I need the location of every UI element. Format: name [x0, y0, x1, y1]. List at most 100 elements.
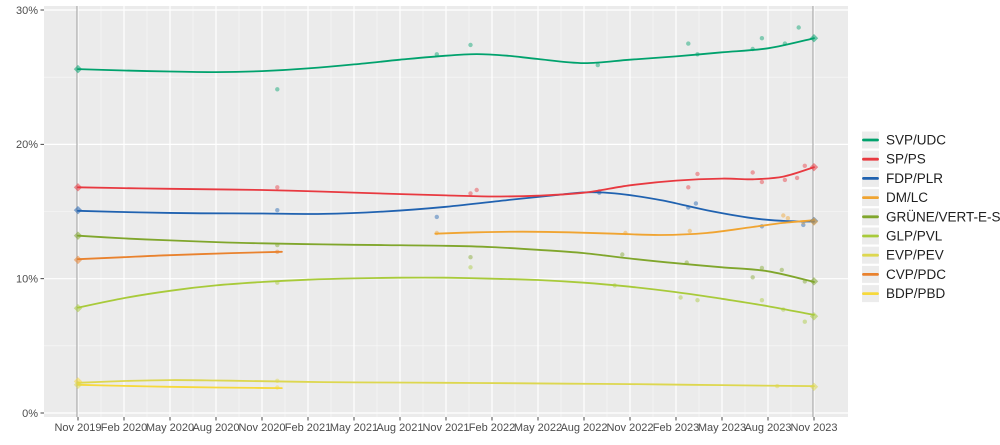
poll-point-dm-lc: [785, 216, 791, 221]
poll-point-gr-ne-vert-e-s: [750, 275, 755, 280]
poll-point-dm-lc: [687, 228, 692, 234]
x-tick-label: Feb 2020: [101, 422, 147, 434]
x-tick-label: Nov 2019: [54, 422, 101, 434]
legend: SVP/UDC SP/PS FDP/PLR DM/LC GRÜNE/VERT-E-S GL…: [862, 131, 1000, 303]
poll-point-sp-ps: [686, 185, 691, 190]
poll-point-svp-udc: [595, 62, 600, 68]
x-tick-label: Aug 2023: [744, 422, 791, 434]
poll-point-svp-udc: [434, 52, 439, 57]
poll-point-svp-udc: [796, 25, 801, 30]
poll-point-glp-pvl: [468, 265, 473, 270]
poll-point-glp-pvl: [678, 295, 683, 300]
x-tick-label: May 2023: [698, 422, 746, 434]
legend-label: SVP/UDC: [886, 133, 946, 148]
legend-item-fdp-plr: FDP/PLR: [862, 169, 943, 187]
poll-point-gr-ne-vert-e-s: [759, 265, 765, 271]
legend-item-dm-lc: DM/LC: [862, 189, 928, 207]
x-tick-label: May 2020: [146, 422, 194, 434]
x-tick-label: Nov 2023: [790, 422, 837, 434]
poll-point-sp-ps: [759, 179, 765, 185]
poll-point-fdp-plr: [434, 214, 439, 220]
poll-point-sp-ps: [802, 163, 807, 168]
poll-point-fdp-plr: [801, 222, 806, 228]
poll-point-fdp-plr: [275, 208, 280, 213]
trend-line-glp-pvl: [77, 276, 815, 316]
poll-point-gr-ne-vert-e-s: [468, 255, 473, 260]
x-tick-label: Aug 2021: [376, 422, 423, 434]
poll-point-sp-ps: [474, 187, 479, 193]
poll-point-sp-ps: [782, 177, 788, 183]
x-tick-label: Feb 2023: [653, 422, 699, 434]
legend-item-sp-ps: SP/PS: [862, 150, 926, 168]
legend-item-bdp-pbd: BDP/PBD: [862, 285, 946, 303]
x-tick-label: Nov 2020: [238, 422, 285, 434]
election-diamond-cvp-pdc: [73, 255, 83, 265]
poll-point-sp-ps: [695, 171, 700, 177]
election-diamond-sp-ps: [73, 183, 83, 192]
election-diamond-evp-pev: [73, 380, 83, 389]
poll-point-svp-udc: [275, 87, 280, 92]
legend-label: SP/PS: [886, 152, 926, 167]
trend-line-bdp-pbd: [77, 383, 283, 389]
trend-line-evp-pev: [77, 379, 815, 387]
poll-point-gr-ne-vert-e-s: [620, 252, 625, 257]
poll-point-sp-ps: [794, 175, 800, 181]
election-result-markers: [73, 34, 819, 392]
election-diamond-svp-udc: [809, 34, 819, 43]
legend-item-glp-pvl: GLP/PVL: [862, 227, 943, 245]
legend-label: CVP/PDC: [886, 267, 946, 282]
y-tick-label: 30%: [16, 5, 38, 17]
poll-point-svp-udc: [686, 41, 691, 46]
election-diamond-evp-pev: [809, 382, 819, 392]
trend-lines: [77, 37, 815, 389]
y-tick-label: 10%: [16, 273, 38, 285]
poll-point-sp-ps: [468, 191, 473, 196]
poll-point-gr-ne-vert-e-s: [779, 267, 784, 273]
election-diamond-dm-lc: [809, 217, 819, 226]
election-diamond-svp-udc: [73, 64, 83, 74]
trend-line-svp-udc: [77, 37, 815, 73]
y-tick-label: 20%: [16, 139, 38, 151]
x-tick-label: Aug 2022: [560, 422, 607, 434]
election-diamond-glp-pvl: [809, 312, 819, 321]
trend-line-dm-lc: [434, 219, 815, 236]
gridlines-major: [44, 6, 848, 417]
poll-point-dm-lc: [781, 213, 786, 218]
election-diamond-sp-ps: [809, 162, 819, 172]
x-tick-label: Nov 2022: [606, 422, 653, 434]
election-diamond-fdp-plr: [73, 205, 83, 215]
trend-line-fdp-plr: [77, 191, 815, 223]
legend-item-svp-udc: SVP/UDC: [862, 131, 946, 149]
legend-label: DM/LC: [886, 190, 928, 205]
poll-point-glp-pvl: [695, 298, 700, 303]
x-tick-label: May 2022: [514, 422, 562, 434]
poll-point-svp-udc: [759, 36, 765, 41]
x-tick-label: Feb 2022: [469, 422, 515, 434]
x-tick-label: Feb 2021: [285, 422, 331, 434]
poll-point-fdp-plr: [693, 201, 699, 206]
y-tick-label: 0%: [22, 408, 38, 420]
legend-label: BDP/PBD: [886, 286, 946, 301]
legend-label: FDP/PLR: [886, 171, 943, 186]
x-tick-label: Nov 2021: [422, 422, 469, 434]
poll-point-sp-ps: [275, 185, 280, 190]
poll-point-svp-udc: [468, 42, 473, 48]
trend-line-gr-ne-vert-e-s: [77, 234, 815, 283]
x-tick-label: Aug 2020: [192, 422, 239, 434]
legend-item-cvp-pdc: CVP/PDC: [862, 265, 946, 283]
trend-line-sp-ps: [77, 166, 815, 198]
poll-points: [275, 25, 807, 390]
legend-item-gr-ne-vert-e-s: GRÜNE/VERT-E-S: [862, 208, 1000, 226]
poll-point-glp-pvl: [759, 298, 765, 303]
poll-point-glp-pvl: [802, 319, 807, 324]
legend-label: GLP/PVL: [886, 229, 943, 244]
legend-item-evp-pev: EVP/PEV: [862, 246, 944, 264]
election-diamond-gr-ne-vert-e-s: [809, 277, 819, 286]
election-diamond-gr-ne-vert-e-s: [73, 231, 83, 240]
election-diamond-glp-pvl: [73, 304, 83, 313]
trend-line-cvp-pdc: [77, 250, 283, 261]
x-tick-label: May 2021: [330, 422, 378, 434]
